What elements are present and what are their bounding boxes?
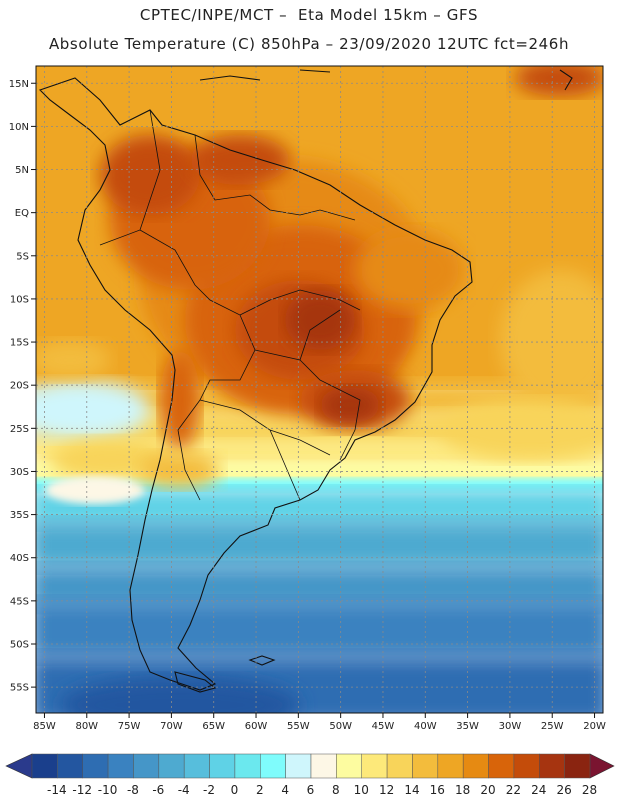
colorbar-swatch [310,753,337,779]
colorbar-label: 24 [531,783,546,797]
lat-tick-label: 5N [15,165,29,176]
lat-tick-label: 15N [9,79,29,90]
lon-tick-label: 65W [202,721,225,732]
colorbar-swatch [462,753,489,779]
lon-tick-label: 25W [541,721,564,732]
colorbar-label: 0 [231,783,239,797]
colorbar-swatch [513,753,540,779]
colorbar-label: 14 [404,783,419,797]
colorbar-swatch [183,753,210,779]
lon-tick-label: 75W [118,721,141,732]
colorbar-swatch [539,753,565,779]
lat-tick-label: 10N [9,122,29,133]
colorbar-label: -14 [47,783,67,797]
colorbar-label: -10 [98,783,118,797]
colorbar-swatch [82,753,109,779]
country-borders [99,109,361,501]
colorbar-label: -6 [152,783,164,797]
colorbar-swatch [437,753,464,779]
coastlines [38,69,573,693]
lat-tick-label: 5S [16,251,29,262]
colorbar-label: 26 [556,783,571,797]
lat-tick-label: 45S [10,596,29,607]
colorbar-label: 22 [506,783,521,797]
lon-tick-label: 45W [372,721,395,732]
colorbar-swatch [234,753,261,779]
colorbar-label: 18 [455,783,470,797]
colorbar-swatch [361,753,388,779]
colorbar-swatch [285,753,312,779]
map-axes: 15N 10N 5N EQ 5S 10S 15S 20S 25S 30S 35S 40S 45S 50S 5… [9,79,606,732]
colorbar-label: 12 [379,783,394,797]
temperature-field [36,66,603,713]
lon-tick-label: 80W [75,721,98,732]
colorbar-label: -2 [203,783,215,797]
colorbar-swatch [488,753,515,779]
map-title-line-2: Absolute Temperature (C) 850hPa – 23/09/… [48,35,570,53]
colorbar-swatch [386,753,413,779]
colorbar-label: 4 [281,783,289,797]
colorbar-label: 10 [354,783,369,797]
colorbar-under-arrow [5,753,33,779]
colorbar-label: 28 [582,783,597,797]
lat-tick-label: 35S [10,510,29,521]
colorbar-label: 16 [430,783,445,797]
lon-tick-label: 40W [414,721,437,732]
colorbar-label: -8 [127,783,139,797]
colorbar-swatch [133,753,160,779]
lon-tick-label: 35W [456,721,479,732]
lon-tick-label: 20W [583,721,606,732]
lat-tick-label: 55S [10,683,29,694]
lon-tick-label: 70W [160,721,183,732]
colorbar-swatch [412,753,439,779]
colorbar-swatch [336,753,362,779]
tierra-del-fuego [174,671,217,693]
colorbar-label: -12 [72,783,92,797]
lon-tick-label: 50W [329,721,352,732]
lon-tick-label: 60W [245,721,268,732]
lat-tick-label: 30S [10,467,29,478]
caribbean-islands [199,69,573,91]
lat-tick-label: 25S [10,424,29,435]
colorbar-label: 8 [332,783,340,797]
colorbar-swatch [57,753,83,779]
colorbar: -14 -12 -10 -8 -6 -4 -2 0 2 4 6 8 10 12 14 16 18 20 22 24 26… [5,753,615,797]
lat-tick-label: 10S [10,294,29,305]
colorbar-swatch [260,753,286,779]
colorbar-swatch [158,753,185,779]
colorbar-label: -4 [178,783,190,797]
lat-tick-label: EQ [15,208,29,219]
falkland-islands [248,655,276,666]
colorbar-swatch [564,753,591,779]
lat-tick-label: 50S [10,639,29,650]
colorbar-over-arrow [589,753,615,779]
colorbar-label: 20 [480,783,495,797]
lat-tick-label: 15S [10,338,29,349]
colorbar-swatch [107,753,134,779]
map-title-line-1: CPTEC/INPE/MCT – Eta Model 15km – GFS [139,6,479,24]
lat-tick-label: 40S [10,553,29,564]
lon-tick-label: 30W [499,721,522,732]
colorbar-label: 2 [256,783,264,797]
lon-tick-label: 55W [287,721,310,732]
lon-tick-label: 85W [33,721,56,732]
colorbar-label: 6 [307,783,315,797]
south-america-coastline [38,77,473,691]
colorbar-swatch [209,753,236,779]
colorbar-swatch [31,753,58,779]
lat-tick-label: 20S [10,381,29,392]
map-frame [35,65,604,714]
